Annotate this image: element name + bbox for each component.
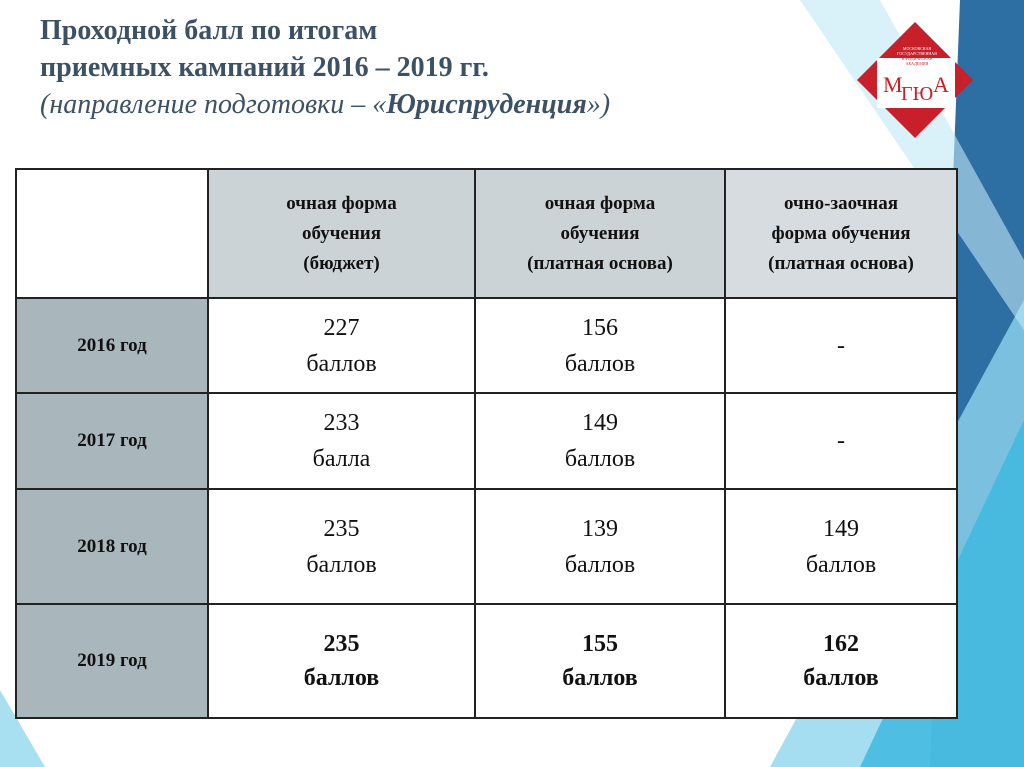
triangle [800,0,1024,330]
unit: балла [312,446,371,472]
value-cell: - [724,392,958,490]
value-cell: 139 баллов [474,488,726,605]
unit: баллов [564,551,636,578]
subtitle-text: (направление подготовки – « [40,89,387,120]
year-cell: 2019 год [15,603,209,719]
header-line: (бюджет) [303,252,380,274]
logo: МОСКОВСКАЯ ГОСУДАРСТВЕННАЯ ЮРИДИЧЕСКАЯ А… [857,22,973,138]
year-cell: 2018 год [15,488,209,605]
value-cell: 235 баллов [207,488,476,605]
value-cell: 233 балла [207,392,476,490]
score: 139 [582,515,618,542]
logo-letter: А [933,72,949,97]
logo-small: МОСКОВСКАЯ [903,46,932,51]
unit: баллов [306,350,377,377]
corner-cell [15,168,209,299]
logo-letter: М [883,72,903,97]
score: 149 [823,515,859,542]
score: 149 [582,410,618,436]
value-cell: 235 баллов [207,603,476,719]
score: - [837,428,845,454]
unit: баллов [805,551,877,578]
year-cell: 2016 год [15,297,209,394]
header-line: очная форма [286,192,397,214]
unit: баллов [303,665,380,691]
value-cell: 162 баллов [724,603,958,719]
row: 2016 год 227 баллов 156 баллов - [15,297,958,394]
logo-small: АКАДЕМИЯ [906,61,929,66]
score: 233 [323,410,360,436]
header-line: (платная основа) [527,252,673,274]
row: 2019 год 235 баллов 155 баллов 162 баллов [15,603,958,719]
logo-small: ГОСУДАРСТВЕННАЯ [897,51,937,56]
value-cell: - [724,297,958,394]
score: 162 [823,631,859,657]
title: Проходной балл по итогам приемных кампан… [40,12,610,123]
value-cell: 227 баллов [207,297,476,394]
title-line: Проходной балл по итогам [40,15,378,46]
header-line: очно-заочная [783,192,899,214]
unit: баллов [306,551,377,578]
unit: баллов [562,665,638,691]
row: 2018 год 235 баллов 139 баллов 149 баллов [15,488,958,605]
value-cell: 149 баллов [724,488,958,605]
header-line: обучения [301,222,382,244]
table: очная форма обучения (бюджет) очная форма об… [15,168,958,719]
subtitle: (направление подготовки – «Юриспруденция… [40,86,610,123]
value-cell: 149 баллов [474,392,726,490]
value-cell: 156 баллов [474,297,726,394]
logo-letter: ГЮ [901,83,933,105]
score: 156 [582,314,618,341]
title-line: приемных кампаний 2016 – 2019 гг. [40,52,489,83]
row: 2017 год 233 балла 149 баллов - [15,392,958,490]
header-line: форма обучения [771,222,911,244]
header-cell: очная форма обучения (платная основа) [474,168,726,299]
header-cell: очно-заочная форма обучения (платная основ… [724,168,958,299]
score: 235 [323,631,360,657]
header-line: очная форма [544,192,656,214]
value-cell: 155 баллов [474,603,726,719]
header-cell: очная форма обучения (бюджет) [207,168,476,299]
unit: баллов [564,350,636,377]
header-line: (платная основа) [768,252,914,274]
subtitle-bold: Юриспруденция [386,89,587,120]
score: 227 [323,314,360,341]
logo-book [877,58,955,108]
unit: баллов [803,665,879,691]
unit: баллов [564,446,636,472]
subtitle-text: ») [586,89,611,120]
header-line: обучения [560,222,640,244]
year-cell: 2017 год [15,392,209,490]
score: - [837,332,845,359]
score: 235 [323,515,360,542]
score: 155 [582,631,618,657]
bullet [0,690,45,767]
logo-small: ЮРИДИЧЕСКАЯ [902,56,933,61]
header-row: очная форма обучения (бюджет) очная форма об… [15,168,958,299]
